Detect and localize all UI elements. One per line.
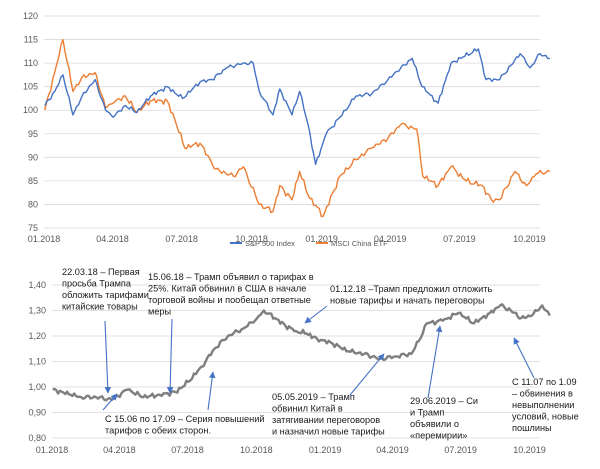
series-line-sp500 — [44, 48, 550, 166]
annotation-line: 29.06.2019 – Си — [410, 396, 478, 406]
annotation-line: меры — [148, 307, 171, 317]
annotation-arrow — [304, 305, 328, 324]
annotation-text: 05.05.2019 – Трамп обвинил Китай в затягив… — [272, 392, 385, 437]
annotation-line: обложить тарифами — [62, 290, 149, 300]
annotation-line: 22.03.18 – Первая — [62, 267, 140, 277]
annotation-line: невыполнении — [512, 400, 574, 410]
annotation-line: 25%. Китай обвинил в США в начале — [148, 284, 306, 294]
top-y-tick-label: 115 — [24, 35, 38, 45]
top-x-tick-label: 07.2019 — [443, 234, 476, 244]
top-x-tick-label: 01.2019 — [305, 234, 338, 244]
bottom-x-tick-label: 04.2018 — [103, 445, 136, 455]
annotation-line: обвинил Китай в — [272, 404, 343, 414]
annotation-line: и Трамп — [410, 408, 444, 418]
annotation-line: китайские товары — [62, 302, 138, 312]
annotation-line: С 15.06 по 17.09 – Серия повышений — [105, 414, 264, 424]
annotations: 22.03.18 – Первая просьба Трампа обложить … — [62, 267, 579, 441]
annotation-line: затягивании переговоров — [272, 415, 380, 425]
annotation-line: просьба Трампа — [62, 279, 132, 289]
top-x-tick-label: 01.2018 — [28, 234, 61, 244]
annotation-text: 22.03.18 – Первая просьба Трампа обложить … — [62, 267, 149, 312]
annotation-arrow — [102, 393, 118, 411]
top-y-tick-label: 95 — [28, 129, 38, 139]
bottom-chart: 0,80 0,90 1,00 1,10 1,20 1,30 1,40 01.2018 04.20… — [28, 267, 578, 455]
top-y-tick-label: 110 — [24, 58, 38, 68]
series-line-ratio — [52, 303, 551, 402]
top-x-tick-label: 07.2018 — [165, 234, 198, 244]
bottom-x-tick-label: 04.2019 — [376, 445, 409, 455]
top-y-tick-label: 75 — [28, 223, 38, 233]
annotation-line: и назначил новые тарифы — [272, 427, 385, 437]
annotation-arrow — [207, 371, 216, 411]
top-y-tick-label: 105 — [23, 82, 38, 92]
annotation-line: – обвинения в — [512, 389, 573, 399]
annotation-line: 05.05.2019 – Трамп — [272, 392, 355, 402]
bottom-x-tick-label: 07.2018 — [171, 445, 204, 455]
bottom-y-tick-label: 1,30 — [28, 306, 46, 316]
bottom-y-tick-label: 1,20 — [28, 331, 46, 341]
top-legend: S&P 500 Index MSCI China ETF — [230, 239, 388, 248]
top-x-tick-label: 04.2019 — [374, 234, 407, 244]
annotation-arrow — [349, 353, 385, 396]
bottom-x-tick-label: 07.2019 — [444, 445, 477, 455]
annotation-line: торговой войны и пообещал ответные — [148, 295, 311, 305]
top-y-tick-label: 120 — [23, 11, 38, 21]
bottom-y-tick-label: 1,00 — [28, 382, 46, 392]
annotation-text: С 11.07 по 1.09 – обвинения в невыполнении… — [512, 377, 579, 433]
annotation-line: пошлины — [512, 423, 552, 433]
top-x-tick-label: 10.2018 — [235, 234, 268, 244]
annotation-line: условий, новые — [512, 412, 579, 422]
annotation-text: 29.06.2019 – Си и Трамп объявили о «перемир… — [410, 396, 478, 441]
legend-label-msci-china: MSCI China ETF — [331, 239, 388, 248]
annotation-arrow — [166, 318, 174, 394]
top-y-tick-label: 85 — [28, 176, 38, 186]
bottom-y-tick-label: 1,40 — [28, 280, 46, 290]
annotation-arrow — [104, 320, 112, 394]
annotation-text: С 15.06 по 17.09 – Серия повышений тарифо… — [105, 414, 264, 436]
top-y-tick-label: 90 — [28, 152, 38, 162]
annotation-line: С 11.07 по 1.09 — [512, 377, 577, 387]
top-chart: 75 80 85 90 95 100 105 110 115 120 01.2018 04.2018 0… — [23, 11, 551, 248]
bottom-y-tick-label: 1,10 — [28, 357, 46, 367]
series-line-msci-china — [44, 38, 551, 218]
bottom-x-tick-label: 10.2018 — [240, 445, 273, 455]
annotation-text: 01.12.18 –Трамп предложил отложить новые … — [330, 284, 492, 306]
bottom-x-tick-label: 01.2018 — [36, 445, 69, 455]
top-x-tick-label: 04.2018 — [96, 234, 129, 244]
top-y-tick-label: 100 — [23, 105, 38, 115]
annotation-line: новые тарифы и начать переговоры — [330, 296, 485, 306]
annotation-text: 15.06.18 – Трамп объявил о тарифах в 25%.… — [148, 272, 314, 317]
annotation-arrow — [427, 325, 443, 399]
top-y-tick-label: 80 — [28, 199, 38, 209]
annotation-arrow — [513, 337, 535, 379]
annotation-line: 01.12.18 –Трамп предложил отложить — [330, 284, 492, 294]
annotation-line: объявили о — [410, 419, 459, 429]
bottom-y-tick-label: 0,90 — [28, 408, 46, 418]
bottom-x-tick-label: 10.2019 — [513, 445, 546, 455]
top-x-tick-label: 10.2019 — [513, 234, 546, 244]
annotation-line: 15.06.18 – Трамп объявил о тарифах в — [148, 272, 314, 282]
annotation-line: «перемирии» — [410, 431, 467, 441]
bottom-y-tick-label: 0,80 — [28, 433, 46, 443]
legend-label-sp500: S&P 500 Index — [245, 239, 295, 248]
annotation-line: тарифов с обеих сторон. — [105, 426, 211, 436]
bottom-x-tick-label: 01.2019 — [309, 445, 342, 455]
